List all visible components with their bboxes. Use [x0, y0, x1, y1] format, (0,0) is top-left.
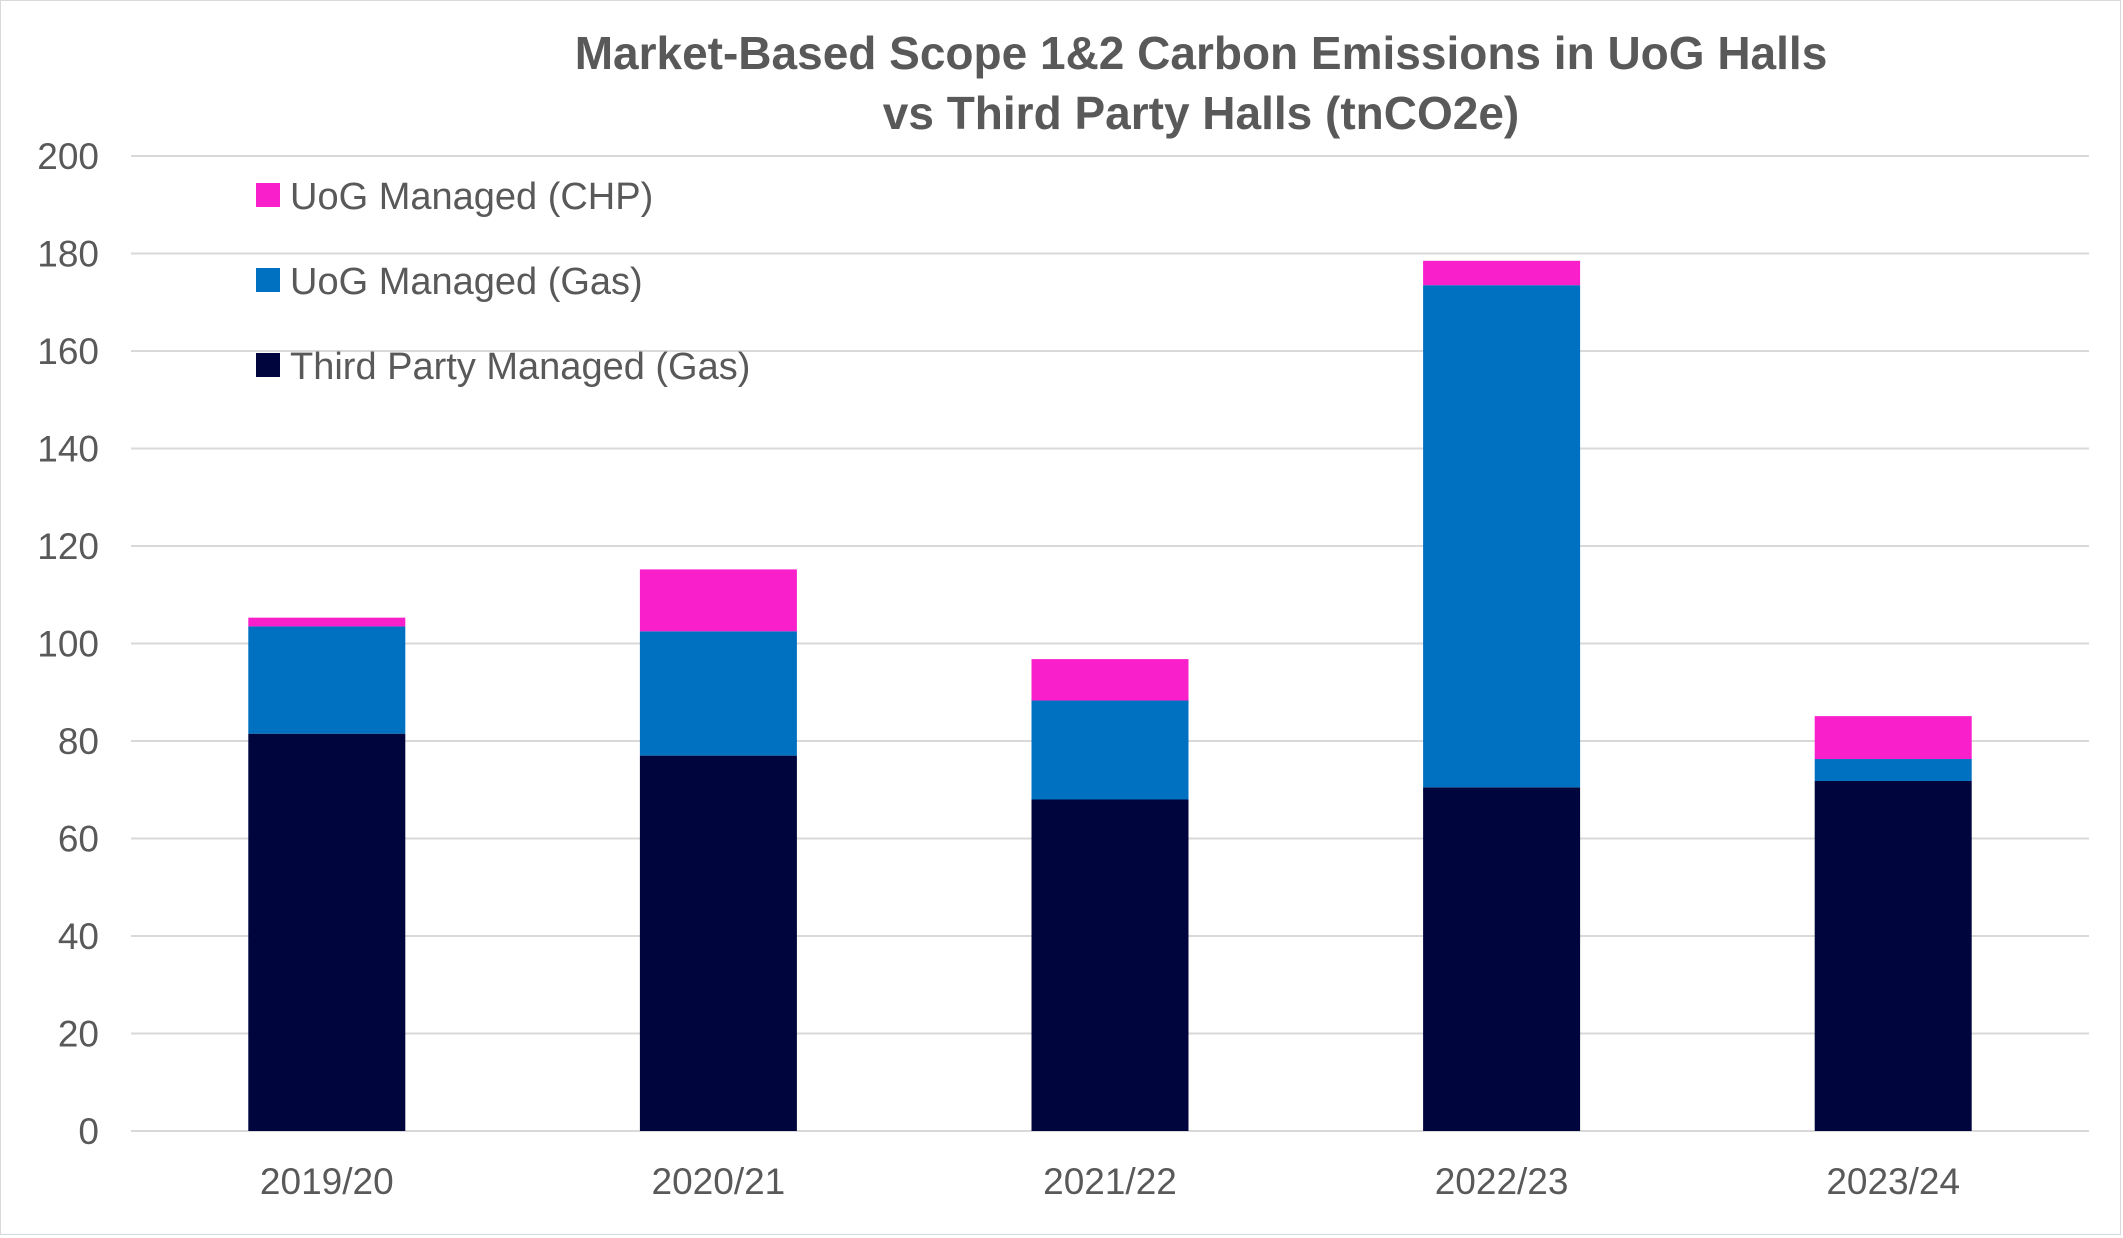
x-axis-ticks: 2019/20 2020/21 2021/22 2022/23 2023/24 — [260, 1161, 1960, 1202]
y-tick-label: 0 — [78, 1111, 99, 1152]
bar-uog-managed-gas-2021-22 — [1031, 700, 1189, 800]
x-tick-label: 2020/21 — [652, 1161, 786, 1202]
y-tick-label: 120 — [37, 526, 99, 567]
bar-uog-managed-gas-2022-23 — [1423, 285, 1581, 788]
legend-swatch — [256, 268, 280, 292]
y-axis-ticks: 0 20 40 60 80 100 120 140 160 180 200 — [37, 136, 99, 1152]
bar-uog-managed-gas-2020-21 — [639, 631, 797, 756]
legend: UoG Managed (CHP) UoG Managed (Gas) Third … — [256, 176, 750, 388]
y-tick-label: 200 — [37, 136, 99, 177]
bar-uog-managed-chp-2022-23 — [1423, 260, 1581, 286]
bar-third-party-managed-gas-2019-20 — [248, 733, 406, 1131]
y-tick-label: 60 — [58, 819, 99, 860]
bars — [248, 260, 1972, 1131]
x-tick-label: 2021/22 — [1043, 1161, 1177, 1202]
bar-uog-managed-chp-2023-24 — [1814, 716, 1972, 760]
bar-third-party-managed-gas-2023-24 — [1814, 780, 1972, 1131]
legend-swatch — [256, 183, 280, 207]
bar-third-party-managed-gas-2021-22 — [1031, 799, 1189, 1131]
bar-uog-managed-chp-2021-22 — [1031, 659, 1189, 701]
chart-title: Market-Based Scope 1&2 Carbon Emissions … — [575, 27, 1828, 139]
y-tick-label: 40 — [58, 916, 99, 957]
chart-title-line-2: vs Third Party Halls (tnCO2e) — [883, 87, 1520, 139]
y-tick-label: 80 — [58, 721, 99, 762]
x-tick-label: 2022/23 — [1435, 1161, 1569, 1202]
bar-uog-managed-gas-2019-20 — [248, 626, 406, 734]
bar-uog-managed-chp-2020-21 — [639, 569, 797, 632]
y-tick-label: 160 — [37, 331, 99, 372]
legend-label: UoG Managed (Gas) — [290, 261, 643, 303]
bar-uog-managed-chp-2019-20 — [248, 617, 406, 627]
y-tick-label: 20 — [58, 1014, 99, 1055]
chart-title-line-1: Market-Based Scope 1&2 Carbon Emissions … — [575, 27, 1828, 79]
bar-uog-managed-gas-2023-24 — [1814, 759, 1972, 781]
y-tick-label: 100 — [37, 624, 99, 665]
bar-third-party-managed-gas-2022-23 — [1423, 787, 1581, 1131]
y-tick-label: 180 — [37, 234, 99, 275]
x-tick-label: 2019/20 — [260, 1161, 394, 1202]
legend-swatch — [256, 353, 280, 377]
x-tick-label: 2023/24 — [1826, 1161, 1960, 1202]
legend-label: UoG Managed (CHP) — [290, 176, 653, 218]
bar-third-party-managed-gas-2020-21 — [639, 755, 797, 1131]
y-tick-label: 140 — [37, 429, 99, 470]
legend-label: Third Party Managed (Gas) — [290, 346, 750, 388]
